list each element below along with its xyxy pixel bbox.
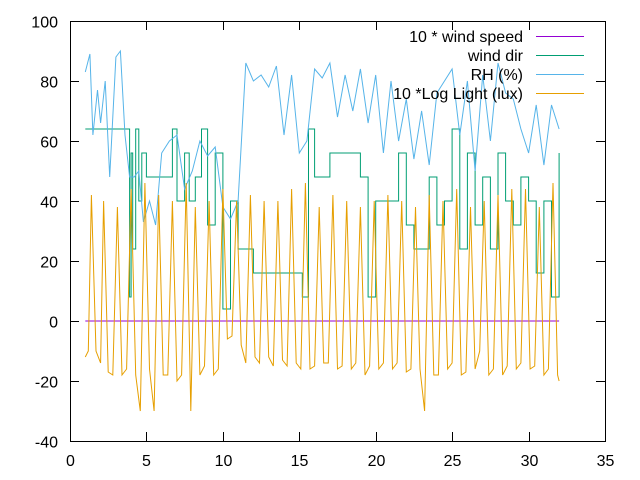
x-tick-label: 25 [444,453,462,470]
x-tick-label: 30 [521,453,539,470]
y-tick-label: 0 [49,315,58,332]
x-tick-label: 35 [597,453,615,470]
legend: 10 * wind speed wind dir RH (%) 10 *Log Lig… [393,29,584,103]
series-line-10-log-light-lux [84,182,560,412]
x-tick-label: 10 [215,453,233,470]
series-layer [84,49,560,412]
legend-label-10-wind-speed: 10 * wind speed [409,29,523,46]
legend-label-rh: RH (%) [471,67,523,84]
y-tick-label: -40 [35,435,58,452]
x-tick-label: 15 [291,453,309,470]
x-tick-label: 20 [368,453,386,470]
plot-frame [70,21,606,442]
legend-label-wind-dir: wind dir [467,48,524,65]
y-tick-label: 80 [40,75,58,92]
y-tick-label: 40 [40,195,58,212]
y-tick-label: -20 [35,375,58,392]
x-tick-label: 5 [142,453,151,470]
y-tick-label: 20 [40,255,58,272]
ticks-layer: 0 5 10 15 20 25 30 35 -40 -20 0 20 40 60 80 100 [31,15,614,471]
x-tick-label: 0 [66,453,75,470]
series-line-rh [84,49,560,226]
y-tick-label: 60 [40,135,58,152]
y-tick-label: 100 [31,15,58,32]
legend-label-10-log-light-lux: 10 *Log Light (lux) [393,86,523,103]
